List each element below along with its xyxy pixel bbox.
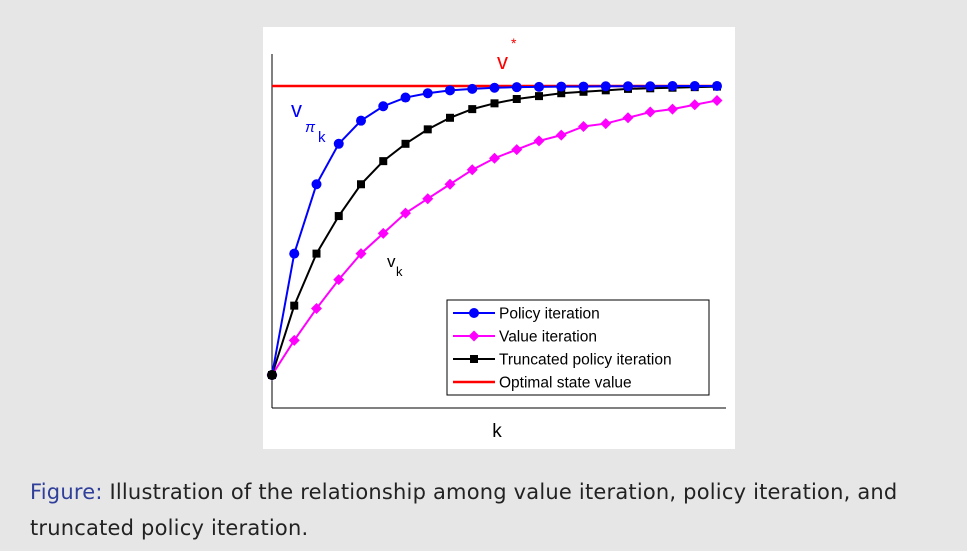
data-point-value-iteration bbox=[689, 99, 701, 111]
annotation-v-k-sub: k bbox=[396, 264, 403, 279]
annotation-v-pi-k-sub-k: k bbox=[318, 129, 326, 146]
annotation-v-k: v bbox=[387, 252, 396, 271]
annotation-v-pi-k-sub-pi: π bbox=[305, 119, 316, 136]
data-point-value-iteration bbox=[578, 120, 589, 132]
data-point-policy-iteration bbox=[511, 82, 522, 93]
legend-marker-policy-iteration bbox=[469, 308, 479, 318]
data-point-value-iteration bbox=[400, 207, 411, 219]
data-point-policy-iteration bbox=[445, 85, 455, 96]
data-point-value-iteration bbox=[622, 112, 634, 124]
legend: Policy iteration Value iteration Truncated… bbox=[446, 299, 710, 396]
annotation-v-pi-k: v bbox=[291, 97, 302, 122]
data-point-policy-iteration bbox=[600, 81, 611, 92]
data-point-truncated-policy-iteration bbox=[535, 92, 543, 101]
data-point-value-iteration bbox=[288, 334, 300, 346]
data-point-value-iteration bbox=[422, 193, 434, 205]
annotation-v-star-sup: * bbox=[511, 35, 517, 51]
caption-label: Figure: bbox=[30, 480, 103, 504]
legend-items: Policy iteration Value iteration Truncated… bbox=[453, 306, 672, 392]
data-point-truncated-policy-iteration bbox=[312, 249, 321, 258]
data-point-truncated-policy-iteration bbox=[334, 212, 343, 221]
data-point-policy-iteration bbox=[378, 101, 389, 112]
series-layer bbox=[266, 81, 723, 381]
data-point-policy-iteration bbox=[534, 81, 544, 92]
data-point-policy-iteration bbox=[556, 81, 567, 92]
data-point-value-iteration bbox=[667, 103, 678, 115]
data-point-truncated-policy-iteration bbox=[490, 99, 499, 108]
caption-text: Illustration of the relationship among v… bbox=[30, 480, 898, 540]
data-point-truncated-policy-iteration bbox=[468, 105, 477, 114]
legend-label-optimal-state-value: Optimal state value bbox=[499, 375, 632, 392]
data-point-policy-iteration bbox=[623, 81, 633, 92]
data-point-value-iteration bbox=[644, 106, 656, 118]
data-point-value-iteration bbox=[466, 164, 478, 176]
legend-box bbox=[446, 299, 710, 396]
legend-label-value-iteration: Value iteration bbox=[499, 329, 597, 346]
annotation-v-star: v bbox=[497, 49, 508, 74]
data-point-truncated-policy-iteration bbox=[290, 301, 299, 310]
data-point-origin bbox=[267, 370, 277, 380]
data-point-policy-iteration bbox=[689, 81, 700, 91]
data-point-policy-iteration bbox=[645, 81, 656, 92]
legend-marker-value-iteration bbox=[468, 330, 480, 342]
data-point-truncated-policy-iteration bbox=[423, 125, 432, 134]
data-point-value-iteration bbox=[511, 144, 523, 156]
data-point-truncated-policy-iteration bbox=[357, 180, 365, 189]
data-point-policy-iteration bbox=[333, 138, 344, 149]
data-point-value-iteration bbox=[600, 118, 612, 130]
data-point-policy-iteration bbox=[489, 82, 500, 93]
data-point-value-iteration bbox=[489, 152, 500, 164]
data-point-truncated-policy-iteration bbox=[446, 113, 454, 122]
data-point-truncated-policy-iteration bbox=[379, 157, 388, 166]
x-axis-label: k bbox=[492, 421, 502, 442]
data-point-value-iteration bbox=[311, 303, 322, 315]
data-point-policy-iteration bbox=[422, 88, 433, 99]
data-point-truncated-policy-iteration bbox=[579, 87, 588, 96]
data-point-value-iteration bbox=[377, 227, 389, 239]
legend-label-policy-iteration: Policy iteration bbox=[499, 306, 600, 323]
data-point-policy-iteration bbox=[667, 81, 678, 91]
data-point-value-iteration bbox=[444, 178, 456, 190]
data-point-value-iteration bbox=[355, 248, 367, 260]
data-point-policy-iteration bbox=[311, 179, 322, 190]
data-point-value-iteration bbox=[333, 274, 345, 286]
data-point-value-iteration bbox=[555, 129, 567, 141]
legend-marker-truncated-policy-iteration bbox=[470, 355, 478, 363]
data-point-value-iteration bbox=[711, 94, 723, 106]
figure-caption: Figure: Illustration of the relationship… bbox=[30, 474, 950, 546]
data-point-truncated-policy-iteration bbox=[401, 139, 410, 148]
data-point-policy-iteration bbox=[356, 115, 366, 126]
plot-axes bbox=[271, 54, 726, 409]
data-point-value-iteration bbox=[533, 135, 545, 147]
data-point-policy-iteration bbox=[467, 83, 478, 94]
data-point-policy-iteration bbox=[712, 81, 722, 91]
legend-label-truncated-policy-iteration: Truncated policy iteration bbox=[499, 352, 672, 369]
data-point-truncated-policy-iteration bbox=[557, 89, 566, 98]
data-point-policy-iteration bbox=[289, 248, 300, 259]
data-point-policy-iteration bbox=[400, 92, 411, 103]
chart: v * v π k v k k Policy iteration Value it… bbox=[266, 35, 726, 442]
figure-panel: v * v π k v k k Policy iteration Value it… bbox=[263, 27, 735, 449]
data-point-policy-iteration bbox=[578, 81, 589, 92]
data-point-truncated-policy-iteration bbox=[512, 95, 521, 104]
